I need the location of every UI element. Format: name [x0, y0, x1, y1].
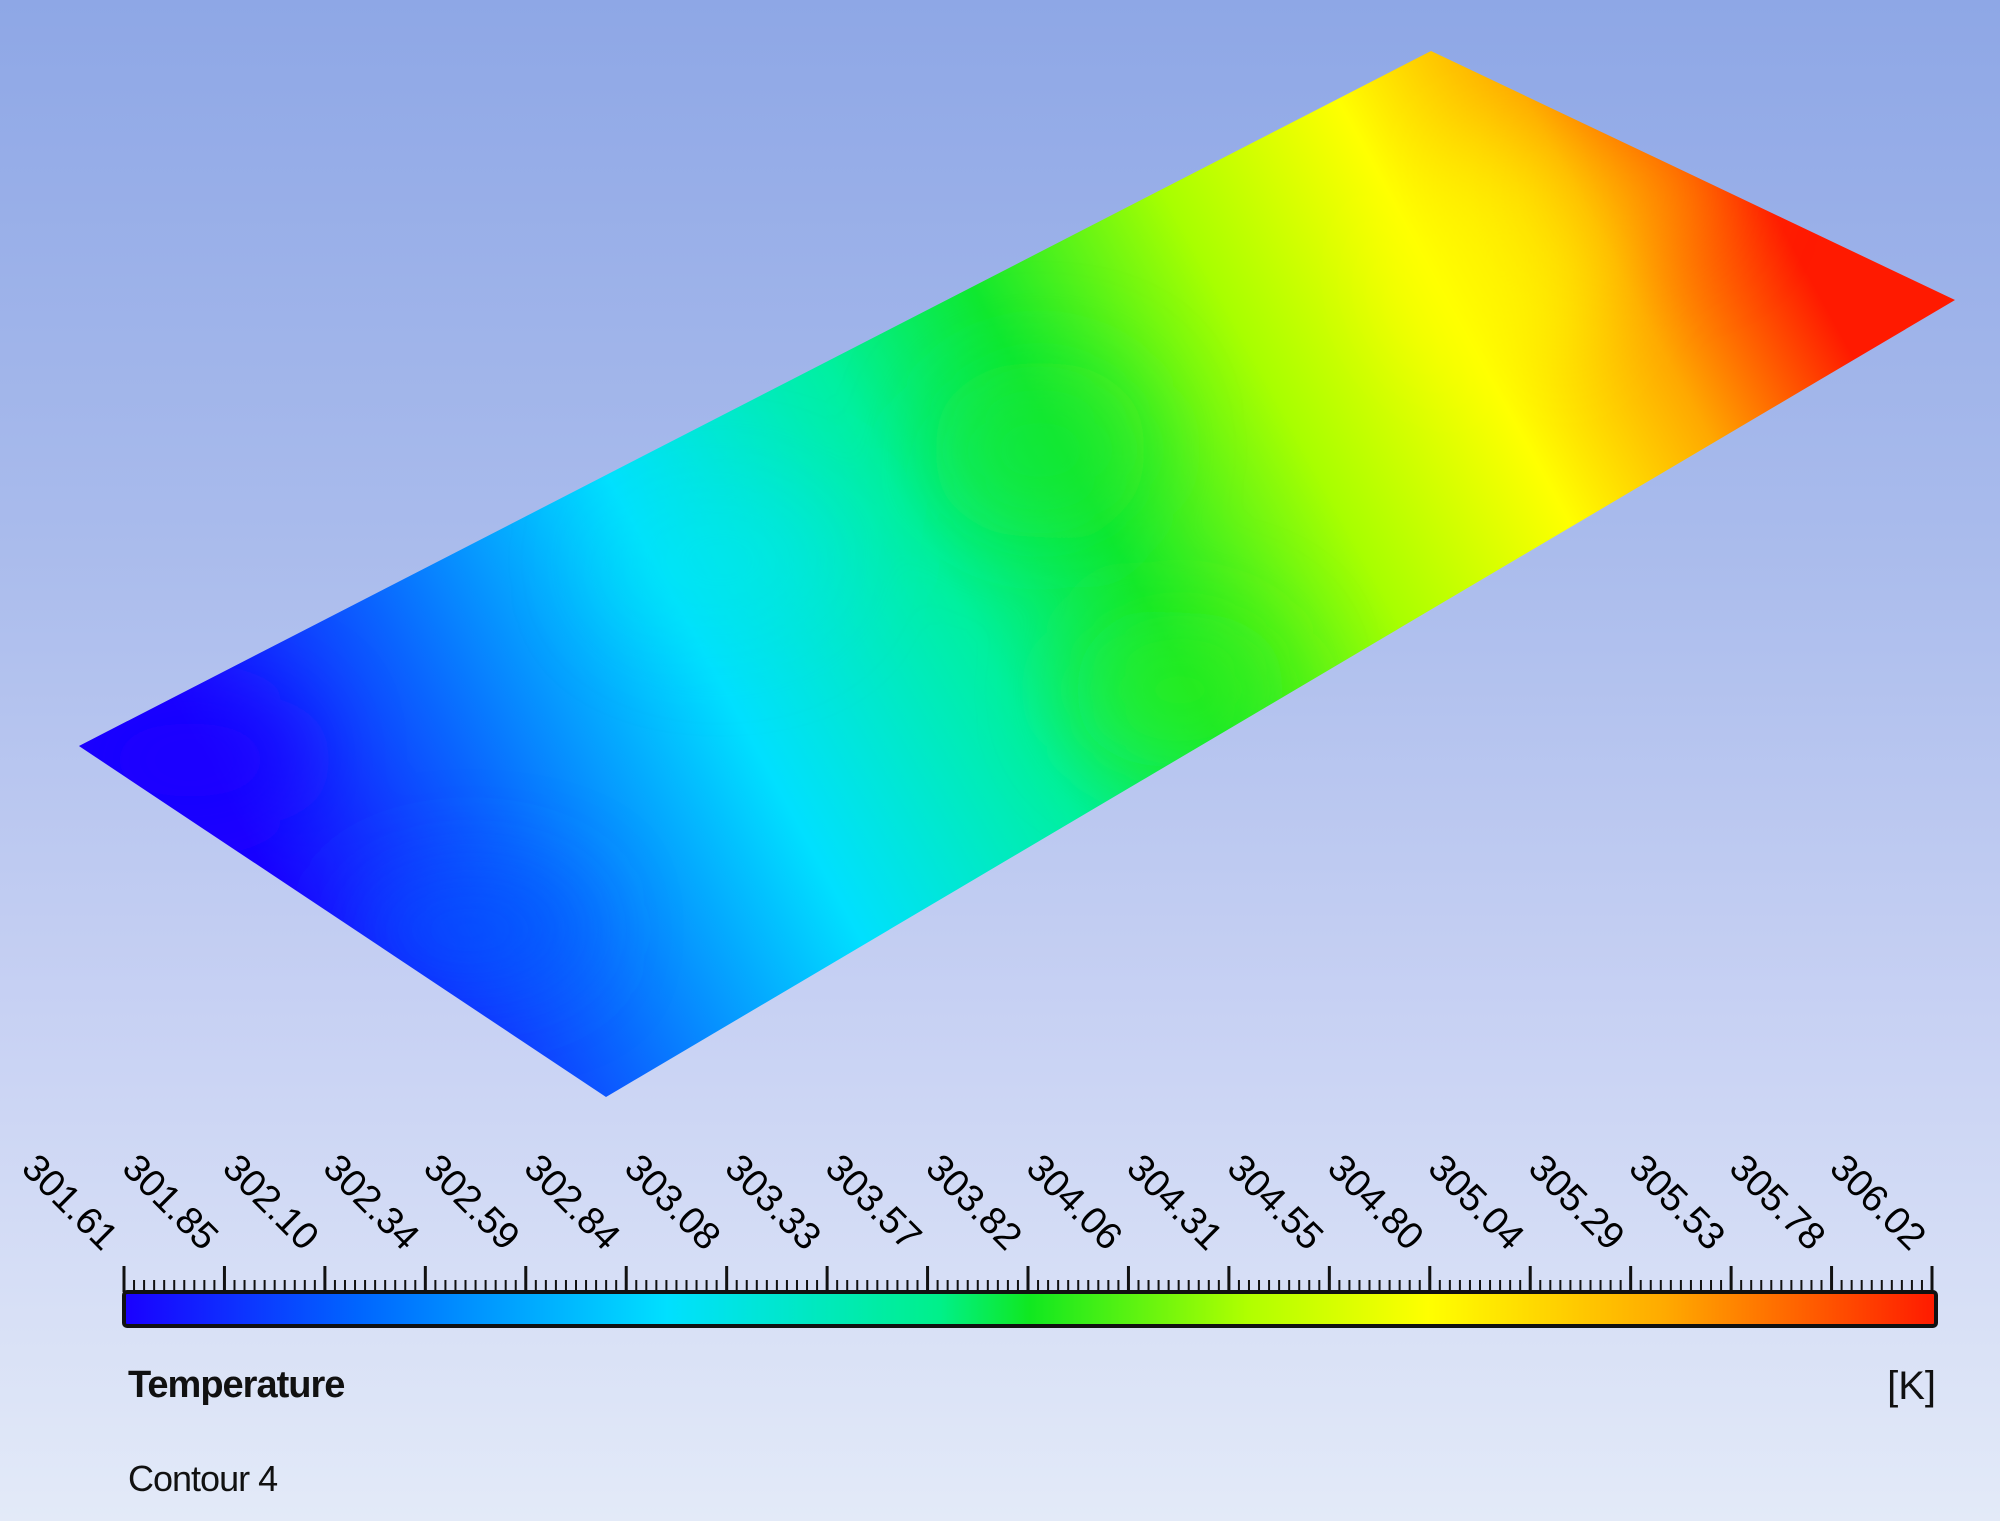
tick-label: 305.78 — [1721, 1147, 1833, 1259]
tick-label: 302.84 — [516, 1147, 628, 1259]
tick-label: 301.61 — [14, 1147, 126, 1259]
tick-label: 304.06 — [1018, 1147, 1130, 1259]
tick-label: 302.34 — [315, 1147, 427, 1259]
tick-label: 304.31 — [1119, 1147, 1231, 1259]
tick-label: 306.02 — [1822, 1147, 1934, 1259]
tick-label: 304.55 — [1219, 1147, 1331, 1259]
legend-unit: [K] — [1887, 1364, 1936, 1408]
colorbar — [122, 1290, 1938, 1328]
tick-label: 304.80 — [1319, 1147, 1431, 1259]
colorbar-tick-labels: 301.61301.85302.10302.34302.59302.84303.… — [14, 1147, 1934, 1259]
legend-title: Temperature — [128, 1364, 345, 1406]
tick-label: 302.10 — [215, 1147, 327, 1259]
tick-label: 303.33 — [717, 1147, 829, 1259]
contour-caption: Contour 4 — [128, 1458, 278, 1499]
tick-label: 301.85 — [114, 1147, 226, 1259]
colorbar-ticks — [122, 1266, 1934, 1292]
tick-label: 305.29 — [1520, 1147, 1632, 1259]
tick-label: 303.08 — [616, 1147, 728, 1259]
tick-label: 305.04 — [1420, 1147, 1532, 1259]
tick-label: 305.53 — [1621, 1147, 1733, 1259]
temperature-surface — [79, 51, 1955, 1097]
tick-label: 302.59 — [415, 1147, 527, 1259]
tick-label: 303.57 — [817, 1147, 929, 1259]
tick-label: 303.82 — [918, 1147, 1030, 1259]
